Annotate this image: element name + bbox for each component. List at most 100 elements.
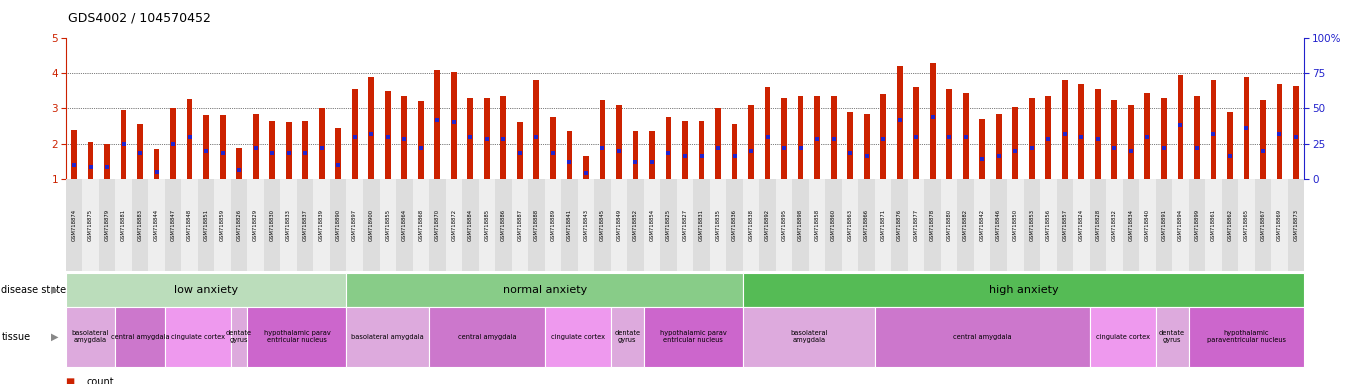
Bar <box>814 96 821 179</box>
Bar <box>699 121 704 179</box>
Bar <box>649 131 655 179</box>
Text: GSM718871: GSM718871 <box>881 209 885 241</box>
Text: GSM718843: GSM718843 <box>584 209 589 241</box>
Text: GSM718879: GSM718879 <box>104 209 110 241</box>
Text: GSM718833: GSM718833 <box>286 209 292 241</box>
Text: cingulate cortex: cingulate cortex <box>551 334 604 340</box>
Bar <box>88 142 93 179</box>
Bar <box>369 77 374 179</box>
Bar <box>533 81 540 179</box>
Bar <box>1078 84 1084 179</box>
Text: GSM718890: GSM718890 <box>336 209 341 241</box>
Text: central amygdala: central amygdala <box>458 334 516 340</box>
Text: GSM718844: GSM718844 <box>153 209 159 241</box>
Text: GSM718883: GSM718883 <box>137 209 142 241</box>
Bar <box>1095 89 1100 179</box>
Text: dentate
gyrus: dentate gyrus <box>1159 331 1185 343</box>
Bar <box>666 117 671 179</box>
Text: GSM718895: GSM718895 <box>781 209 786 241</box>
Text: tissue: tissue <box>1 332 30 342</box>
Text: GSM718887: GSM718887 <box>518 209 522 241</box>
Bar <box>418 101 423 179</box>
Text: GSM718886: GSM718886 <box>501 209 506 241</box>
Bar <box>467 98 473 179</box>
Text: GDS4002 / 104570452: GDS4002 / 104570452 <box>68 12 211 25</box>
Text: GSM718827: GSM718827 <box>682 209 688 241</box>
Bar <box>1045 96 1051 179</box>
Bar <box>319 109 325 179</box>
Text: central amygdala: central amygdala <box>954 334 1011 340</box>
Text: GSM718829: GSM718829 <box>253 209 258 241</box>
Text: GSM718859: GSM718859 <box>221 209 225 241</box>
Bar <box>1029 98 1034 179</box>
Text: GSM718838: GSM718838 <box>748 209 754 241</box>
Bar <box>219 116 226 179</box>
Bar <box>847 112 854 179</box>
Bar <box>963 93 969 179</box>
Bar <box>715 109 721 179</box>
Bar <box>549 117 556 179</box>
Bar <box>270 121 275 179</box>
Bar <box>930 63 936 179</box>
Bar <box>1128 105 1134 179</box>
Text: GSM718856: GSM718856 <box>1045 209 1051 241</box>
Bar <box>781 98 786 179</box>
Text: GSM718876: GSM718876 <box>897 209 903 241</box>
Text: GSM718828: GSM718828 <box>1096 209 1100 241</box>
Bar <box>1228 112 1233 179</box>
Bar <box>385 91 390 179</box>
Text: GSM718861: GSM718861 <box>1211 209 1217 241</box>
Text: GSM718881: GSM718881 <box>121 209 126 241</box>
Bar <box>682 121 688 179</box>
Text: normal anxiety: normal anxiety <box>503 285 586 295</box>
Bar <box>980 119 985 179</box>
Bar <box>914 88 919 179</box>
Text: basolateral amygdala: basolateral amygdala <box>351 334 425 340</box>
Bar <box>434 70 440 179</box>
Text: GSM718837: GSM718837 <box>303 209 308 241</box>
Bar <box>567 131 573 179</box>
Text: GSM718841: GSM718841 <box>567 209 571 241</box>
Text: high anxiety: high anxiety <box>989 285 1059 295</box>
Text: GSM718880: GSM718880 <box>947 209 952 241</box>
Bar <box>451 72 456 179</box>
Text: hypothalamic parav
entricular nucleus: hypothalamic parav entricular nucleus <box>660 331 726 343</box>
Bar <box>203 116 210 179</box>
Text: GSM718898: GSM718898 <box>799 209 803 241</box>
Bar <box>303 121 308 179</box>
Bar <box>71 129 77 179</box>
Bar <box>1195 96 1200 179</box>
Bar <box>1277 84 1282 179</box>
Text: GSM718889: GSM718889 <box>551 209 555 241</box>
Text: GSM718865: GSM718865 <box>1244 209 1249 241</box>
Text: hypothalamic
paraventricular nucleus: hypothalamic paraventricular nucleus <box>1207 331 1286 343</box>
Text: GSM718855: GSM718855 <box>385 209 390 241</box>
Text: GSM718830: GSM718830 <box>270 209 274 241</box>
Text: GSM718863: GSM718863 <box>848 209 852 241</box>
Text: GSM718850: GSM718850 <box>1012 209 1018 241</box>
Text: ■: ■ <box>66 377 78 384</box>
Text: GSM718846: GSM718846 <box>996 209 1001 241</box>
Bar <box>1260 100 1266 179</box>
Bar <box>253 114 259 179</box>
Bar <box>1293 86 1299 179</box>
Text: cingulate cortex: cingulate cortex <box>1096 334 1149 340</box>
Text: basolateral
amygdala: basolateral amygdala <box>790 331 827 343</box>
Text: GSM718860: GSM718860 <box>832 209 836 241</box>
Text: GSM718849: GSM718849 <box>616 209 622 241</box>
Bar <box>500 96 507 179</box>
Bar <box>748 105 754 179</box>
Bar <box>830 96 837 179</box>
Text: GSM718891: GSM718891 <box>1162 209 1166 241</box>
Text: GSM718839: GSM718839 <box>319 209 325 241</box>
Text: GSM718848: GSM718848 <box>188 209 192 241</box>
Bar <box>170 109 175 179</box>
Text: GSM718831: GSM718831 <box>699 209 704 241</box>
Bar <box>401 96 407 179</box>
Text: ▶: ▶ <box>51 332 58 342</box>
Bar <box>1211 81 1217 179</box>
Text: GSM718836: GSM718836 <box>732 209 737 241</box>
Text: GSM718882: GSM718882 <box>963 209 969 241</box>
Text: disease state: disease state <box>1 285 67 295</box>
Bar <box>1012 107 1018 179</box>
